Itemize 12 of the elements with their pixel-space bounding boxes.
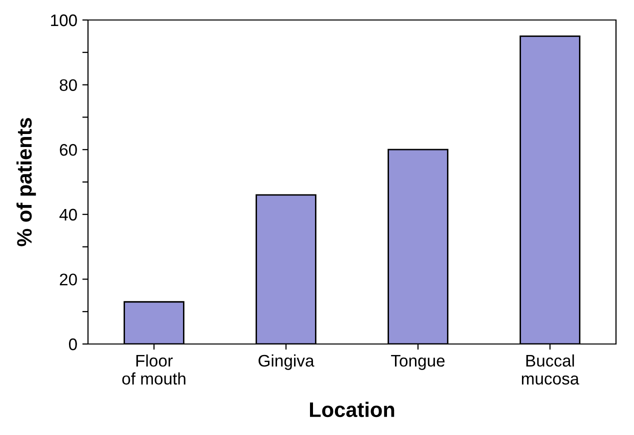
y-axis-title: % of patients: [16, 118, 36, 246]
y-tick-label: 80: [60, 79, 77, 92]
x-tick-label: Buccal mucosa: [522, 354, 580, 385]
y-tick-label: 40: [59, 208, 77, 221]
x-axis-title: Location: [310, 402, 394, 418]
x-tick-label: Floor of mouth: [122, 354, 186, 385]
y-tick-label: 100: [51, 14, 77, 26]
y-tick-label: 20: [60, 274, 77, 286]
y-tick-label: 0: [68, 338, 77, 350]
x-tick-label: Gingiva: [258, 354, 314, 370]
y-tick-label: 60: [60, 144, 77, 156]
x-tick-label: Tongue: [391, 355, 445, 370]
